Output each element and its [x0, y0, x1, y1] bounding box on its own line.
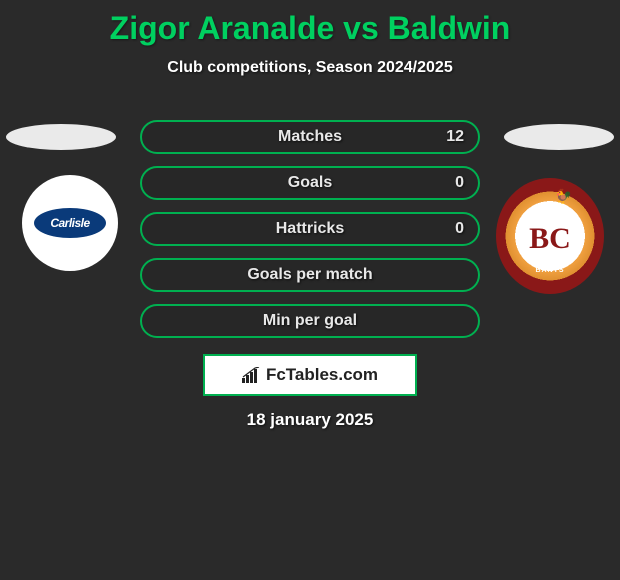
rooster-icon: 🐓 [555, 188, 572, 205]
player-avatar-left [6, 124, 116, 150]
club-badge-left: Carlisle [22, 175, 118, 271]
club-badge-left-label: Carlisle [34, 208, 106, 238]
subtitle: Club competitions, Season 2024/2025 [0, 59, 620, 77]
club-badge-right-sub: BANTS [535, 267, 564, 274]
club-badge-right: 🐓 BC BANTS [496, 178, 604, 294]
brand-label: FcTables.com [266, 365, 378, 385]
page-title: Zigor Aranalde vs Baldwin [0, 0, 620, 47]
brand-box: FcTables.com [203, 354, 417, 396]
stat-value-right: 0 [455, 174, 464, 192]
stat-row-hattricks: Hattricks 0 [140, 212, 480, 246]
bar-chart-icon [242, 367, 262, 383]
stat-value-right: 0 [455, 220, 464, 238]
stat-label: Goals [288, 174, 332, 192]
stat-label: Hattricks [276, 220, 344, 238]
stat-label: Min per goal [263, 312, 357, 330]
stat-label: Matches [278, 128, 342, 146]
player-avatar-right [504, 124, 614, 150]
stat-row-goals: Goals 0 [140, 166, 480, 200]
stat-row-matches: Matches 12 [140, 120, 480, 154]
stat-value-right: 12 [446, 128, 464, 146]
stat-row-goals-per-match: Goals per match [140, 258, 480, 292]
date-label: 18 january 2025 [0, 410, 620, 430]
stats-panel: Matches 12 Goals 0 Hattricks 0 Goals per… [140, 120, 480, 350]
stat-row-min-per-goal: Min per goal [140, 304, 480, 338]
stat-label: Goals per match [247, 266, 372, 284]
club-badge-right-initials: BC [529, 224, 571, 254]
